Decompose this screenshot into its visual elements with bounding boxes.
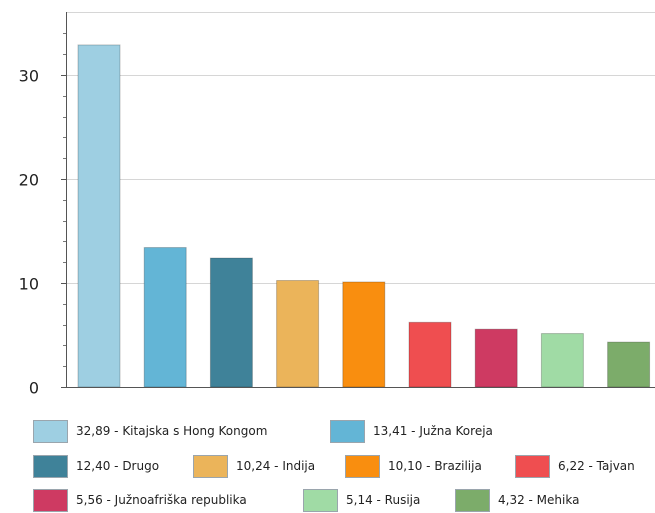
y-tick-label: 30 bbox=[19, 67, 39, 86]
legend-item: 10,24 - Indija bbox=[193, 454, 315, 478]
legend-label: 5,14 - Rusija bbox=[346, 493, 421, 507]
legend-swatch bbox=[515, 454, 550, 478]
bar bbox=[408, 321, 452, 388]
legend-swatch bbox=[33, 454, 68, 478]
legend-item: 12,40 - Drugo bbox=[33, 454, 159, 478]
bar bbox=[540, 333, 584, 388]
legend-item: 4,32 - Mehika bbox=[455, 488, 579, 512]
y-tick-label: 0 bbox=[29, 379, 39, 398]
bar bbox=[143, 247, 187, 388]
bar bbox=[276, 280, 320, 388]
legend-label: 10,10 - Brazilija bbox=[388, 459, 482, 473]
legend-swatch bbox=[330, 419, 365, 443]
bar bbox=[77, 44, 121, 388]
legend-label: 4,32 - Mehika bbox=[498, 493, 580, 507]
legend-label: 13,41 - Južna Koreja bbox=[373, 424, 493, 438]
legend-swatch bbox=[303, 488, 338, 512]
legend-label: 10,24 - Indija bbox=[236, 459, 316, 473]
y-tick-label: 10 bbox=[19, 275, 39, 294]
bar bbox=[209, 257, 253, 388]
legend-item: 5,14 - Rusija bbox=[303, 488, 420, 512]
bar bbox=[474, 328, 518, 388]
legend-swatch bbox=[193, 454, 228, 478]
bar bbox=[342, 281, 386, 388]
legend-label: 5,56 - Južnoafriška republika bbox=[76, 493, 247, 507]
bar bbox=[607, 341, 651, 388]
y-tick-label: 20 bbox=[19, 171, 39, 190]
legend-item: 32,89 - Kitajska s Hong Kongom bbox=[33, 419, 267, 443]
legend-item: 10,10 - Brazilija bbox=[345, 454, 482, 478]
axes: 0 10 20 30 bbox=[19, 12, 655, 398]
legend-label: 32,89 - Kitajska s Hong Kongom bbox=[76, 424, 268, 438]
legend-item: 13,41 - Južna Koreja bbox=[330, 419, 493, 443]
legend-swatch bbox=[455, 488, 490, 512]
legend-item: 6,22 - Tajvan bbox=[515, 454, 635, 478]
legend-swatch bbox=[33, 419, 68, 443]
gridlines bbox=[66, 12, 655, 284]
legend-label: 12,40 - Drugo bbox=[76, 459, 160, 473]
legend-swatch bbox=[33, 488, 68, 512]
legend-label: 6,22 - Tajvan bbox=[558, 459, 635, 473]
legend-swatch bbox=[345, 454, 380, 478]
legend-item: 5,56 - Južnoafriška republika bbox=[33, 488, 247, 512]
bars bbox=[77, 44, 651, 388]
